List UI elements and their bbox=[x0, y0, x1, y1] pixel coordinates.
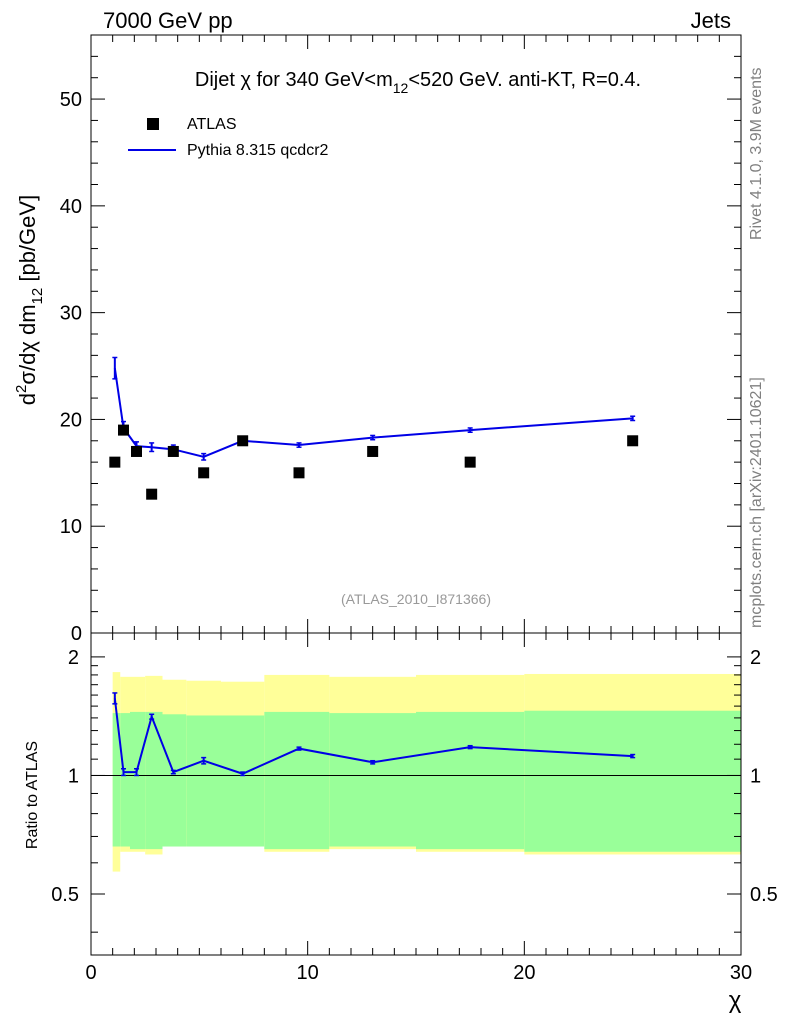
inner-band-bin bbox=[416, 711, 525, 850]
inner-band-bin bbox=[145, 711, 163, 850]
header-left: 7000 GeV pp bbox=[103, 8, 233, 33]
x-axis-label: χ bbox=[729, 987, 742, 1014]
inner-band-bin bbox=[264, 711, 330, 850]
inner-band-bin bbox=[186, 715, 221, 847]
main-y-tick-label: 30 bbox=[60, 303, 82, 325]
inner-band-bin bbox=[130, 711, 146, 850]
x-tick-label: 0 bbox=[85, 962, 96, 984]
inner-band-bin bbox=[329, 713, 416, 847]
main-y-axis-label: d2σ/dχ dm12 [pb/GeV] bbox=[13, 195, 46, 405]
legend-mc-label: Pythia 8.315 qcdcr2 bbox=[187, 142, 329, 159]
main-y-tick-label: 50 bbox=[60, 89, 82, 111]
header-right: Jets bbox=[691, 8, 731, 33]
ratio-y-tick-label-left: 0.5 bbox=[51, 884, 79, 906]
inner-band-bin bbox=[112, 713, 121, 847]
ratio-y-tick-label-right: 2 bbox=[750, 647, 761, 669]
main-data-series bbox=[109, 424, 639, 500]
ratio-y-tick-label-right: 1 bbox=[750, 765, 761, 787]
ratio-mc-series bbox=[112, 692, 636, 777]
atlas-data-point bbox=[109, 456, 121, 468]
atlas-data-point bbox=[464, 456, 476, 468]
plot-title: Dijet χ for 340 GeV<m12<520 GeV. anti-KT… bbox=[195, 69, 641, 96]
x-tick-label: 10 bbox=[297, 962, 319, 984]
atlas-data-point bbox=[237, 435, 249, 447]
ratio-y-axis-label: Ratio to ATLAS bbox=[24, 741, 41, 849]
legend-atlas-marker bbox=[147, 118, 159, 130]
x-tick-label: 30 bbox=[730, 962, 752, 984]
axis-ticks bbox=[90, 34, 742, 955]
mc-curve bbox=[113, 368, 633, 458]
ratio-y-tick-label-left: 2 bbox=[68, 647, 79, 669]
atlas-data-point bbox=[367, 445, 379, 457]
analysis-reference: (ATLAS_2010_I871366) bbox=[341, 591, 491, 607]
main-mc-series bbox=[112, 356, 636, 461]
ratio-y-tick-label-left: 1 bbox=[68, 765, 79, 787]
ratio-bands bbox=[112, 672, 741, 872]
inner-band-bin bbox=[524, 710, 741, 852]
atlas-data-point bbox=[146, 488, 158, 500]
mcplots-credit-label: mcplots.cern.ch [arXiv:2401.10621] bbox=[748, 377, 765, 628]
x-tick-label: 20 bbox=[513, 962, 535, 984]
inner-band-bin bbox=[221, 715, 265, 847]
ratio-y-tick-labels: 0.5 0.5 1 1 2 2 bbox=[51, 647, 778, 906]
main-y-tick-label: 40 bbox=[60, 196, 82, 218]
atlas-data-point bbox=[293, 467, 305, 479]
inner-band-bin bbox=[162, 714, 187, 847]
legend-atlas-label: ATLAS bbox=[187, 116, 237, 133]
main-y-tick-labels: 0 10 20 30 40 50 bbox=[60, 89, 82, 645]
inner-band-bin bbox=[120, 713, 130, 847]
main-y-tick-label: 10 bbox=[60, 516, 82, 538]
atlas-data-point bbox=[131, 445, 142, 457]
atlas-data-point bbox=[627, 435, 639, 447]
atlas-data-point bbox=[118, 424, 129, 436]
legend: ATLAS Pythia 8.315 qcdcr2 bbox=[128, 116, 329, 159]
x-tick-labels: 0 10 20 30 bbox=[85, 962, 752, 984]
atlas-data-point bbox=[198, 467, 210, 479]
ratio-y-tick-label-right: 0.5 bbox=[750, 884, 778, 906]
main-y-tick-label: 0 bbox=[71, 623, 82, 645]
atlas-data-point bbox=[167, 445, 179, 457]
rivet-version-label: Rivet 4.1.0, 3.9M events bbox=[748, 67, 765, 240]
main-y-tick-label: 20 bbox=[60, 409, 82, 431]
